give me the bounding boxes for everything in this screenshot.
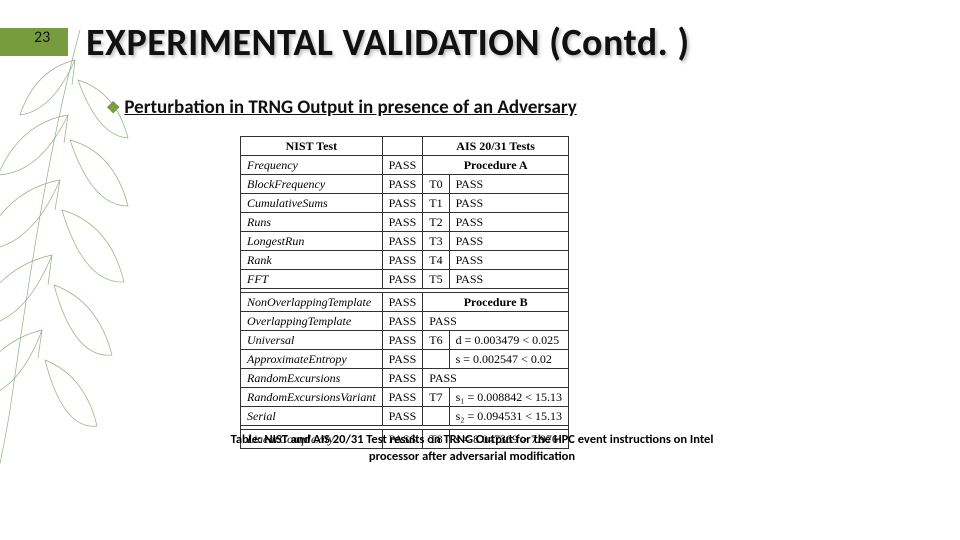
table-row: LongestRunPASST3PASS: [241, 232, 569, 251]
results-table-wrap: NIST TestAIS 20/31 TestsFrequencyPASSPro…: [240, 136, 569, 449]
table-header-row: NIST TestAIS 20/31 Tests: [241, 137, 569, 156]
table-row: NonOverlappingTemplatePASSProcedure B: [241, 293, 569, 312]
table-row: FrequencyPASSProcedure A: [241, 156, 569, 175]
table-row: RankPASST4PASS: [241, 251, 569, 270]
slide-title: EXPERIMENTAL VALIDATION (Contd. ): [86, 20, 690, 66]
table-row: BlockFrequencyPASST0PASS: [241, 175, 569, 194]
table-row: RunsPASST2PASS: [241, 213, 569, 232]
table-row: SerialPASSs₂ = 0.094531 < 15.13: [241, 407, 569, 426]
table-row: OverlappingTemplatePASSPASS: [241, 312, 569, 331]
table-row: RandomExcursionsPASSPASS: [241, 369, 569, 388]
table-row: FFTPASST5PASS: [241, 270, 569, 289]
results-table: NIST TestAIS 20/31 TestsFrequencyPASSPro…: [240, 136, 569, 449]
bullet-line: ❖Perturbation in TRNG Output in presence…: [106, 96, 577, 119]
table-caption: Table: NIST and AIS 20/31 Test results o…: [212, 432, 732, 466]
table-row: RandomExcursionsVariantPASST7s₁ = 0.0088…: [241, 388, 569, 407]
bullet-text: Perturbation in TRNG Output in presence …: [124, 96, 576, 119]
table-row: CumulativeSumsPASST1PASS: [241, 194, 569, 213]
diamond-bullet-icon: ❖: [106, 99, 120, 118]
table-row: ApproximateEntropyPASSs = 0.002547 < 0.0…: [241, 350, 569, 369]
table-row: UniversalPASST6d = 0.003479 < 0.025: [241, 331, 569, 350]
page-number: 23: [34, 28, 50, 47]
